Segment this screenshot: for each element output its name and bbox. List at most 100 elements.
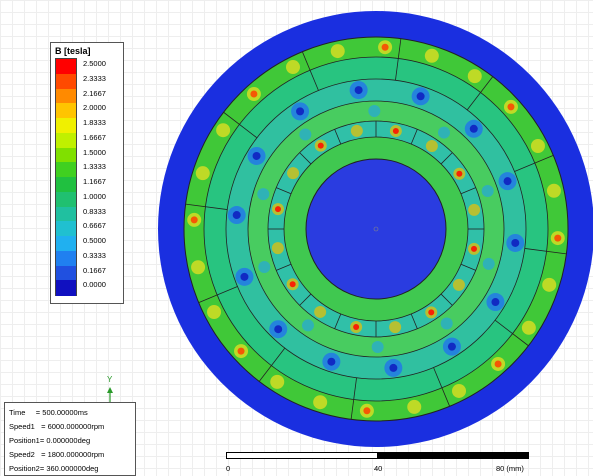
segment-lines <box>185 38 567 420</box>
legend-swatch <box>56 280 76 296</box>
legend-value: 2.0000 <box>83 103 106 113</box>
low-field-spot <box>469 124 478 133</box>
legend-value: 1.0000 <box>83 191 106 201</box>
legend-swatch <box>56 206 76 222</box>
low-field-spot <box>371 340 384 353</box>
low-field-spot <box>301 319 314 332</box>
legend-value: 1.1667 <box>83 177 106 186</box>
low-field-spot <box>503 177 512 186</box>
legend-value: 2.3333 <box>83 73 106 83</box>
hotspot <box>542 277 557 292</box>
y-axis-label: Y <box>107 375 113 384</box>
low-field-spot <box>232 211 241 220</box>
scale-label-0: 0 <box>226 464 231 473</box>
hotspot <box>392 127 399 134</box>
hotspot <box>330 44 345 59</box>
low-field-spot <box>274 325 283 334</box>
low-field-spot <box>327 357 336 366</box>
legend-swatch <box>56 177 76 193</box>
low-field-spot <box>354 86 363 95</box>
legend-title: B [tesla] <box>55 46 91 56</box>
info-speed1: Speed1 = 6000.000000rpm <box>9 422 105 431</box>
hotspot <box>317 142 324 149</box>
hotspot <box>274 206 281 213</box>
legend-swatch <box>56 162 76 178</box>
legend-value: 0.8333 <box>83 206 106 216</box>
legend-swatch <box>56 236 76 252</box>
hotspot <box>190 216 198 224</box>
hotspot <box>363 407 371 415</box>
hotspot <box>191 260 206 275</box>
hotspot <box>424 48 439 63</box>
hotspot <box>389 321 402 334</box>
low-field-spot <box>482 257 495 270</box>
hotspot <box>507 103 515 111</box>
legend-swatch <box>56 221 76 237</box>
low-field-spot <box>296 107 305 116</box>
legend-swatch <box>56 132 76 148</box>
legend-value: 2.1667 <box>83 88 106 98</box>
legend-value: 0.0000 <box>83 280 106 290</box>
low-field-spot <box>389 363 398 372</box>
low-field-spot <box>511 238 520 247</box>
legend-swatch <box>56 103 76 119</box>
hotspot <box>314 305 327 318</box>
low-field-spot <box>240 272 249 281</box>
info-time: Time = 500.00000ms <box>9 408 88 417</box>
hotspot <box>428 309 435 316</box>
legend-value: 0.5000 <box>83 236 106 245</box>
hotspot <box>521 320 536 335</box>
low-field-spots <box>227 81 525 377</box>
hotspot <box>456 170 463 177</box>
legend-swatch <box>56 191 76 207</box>
low-field-spot <box>481 184 494 197</box>
legend-swatch <box>56 147 76 163</box>
hotspot <box>471 245 478 252</box>
hotspot <box>289 281 296 288</box>
hotspot <box>425 140 438 153</box>
legend-swatch <box>56 59 76 75</box>
info-position2: Position2= 360.000000deg <box>9 464 99 473</box>
legend-value: 2.5000 <box>83 59 106 68</box>
origin-marker <box>373 226 379 232</box>
legend-value: 0.1667 <box>83 265 106 275</box>
low-field-spot <box>257 188 270 201</box>
low-field-spot <box>438 126 451 139</box>
legend-value: 1.6667 <box>83 132 106 142</box>
scale-bar: 0 40 80 (mm) <box>226 452 530 476</box>
low-field-spot <box>491 298 500 307</box>
color-legend: B [tesla] 2.5000 2.3333 2.1667 2.0000 1.8333… <box>50 42 124 304</box>
legend-swatch <box>56 118 76 134</box>
info-position1: Position1= 0.000000deg <box>9 436 91 445</box>
low-field-spot <box>258 261 271 274</box>
info-speed2: Speed2 = 1800.000000rpm <box>9 450 105 459</box>
hotspot <box>350 124 363 137</box>
legend-value: 0.6667 <box>83 221 106 231</box>
hotspot <box>554 234 562 242</box>
hotspot <box>468 203 481 216</box>
hotspot <box>237 347 245 355</box>
legend-value: 0.3333 <box>83 250 106 260</box>
legend-swatch <box>56 265 76 281</box>
saturation-hotspots <box>187 40 565 418</box>
hotspot <box>270 374 285 389</box>
hotspot <box>285 60 300 75</box>
hotspot <box>216 123 231 138</box>
hotspot <box>207 305 222 320</box>
hotspot <box>195 166 210 181</box>
low-field-spot <box>447 342 456 351</box>
hotspot <box>467 69 482 84</box>
hotspot <box>250 90 258 98</box>
hotspot <box>353 324 360 331</box>
hotspot <box>313 395 328 410</box>
scale-segment-black <box>377 452 529 459</box>
hotspot <box>546 183 561 198</box>
legend-swatch <box>56 250 76 266</box>
low-field-spot <box>440 317 453 330</box>
low-field-spot <box>368 105 381 118</box>
legend-swatch <box>56 88 76 104</box>
hotspot <box>407 399 422 414</box>
legend-value: 1.8333 <box>83 118 106 127</box>
